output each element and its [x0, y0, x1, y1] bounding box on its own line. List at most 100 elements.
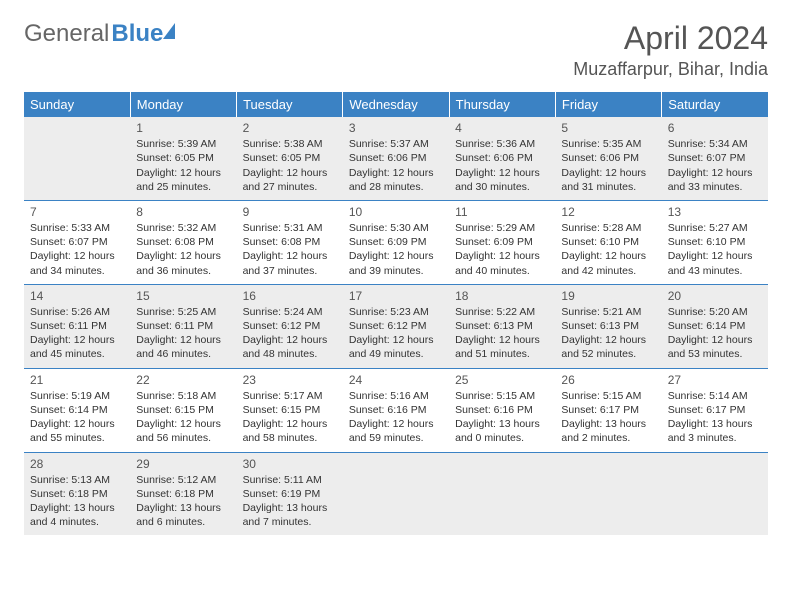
calendar-day-cell: 12Sunrise: 5:28 AMSunset: 6:10 PMDayligh…: [555, 200, 661, 284]
sunset-text: Sunset: 6:17 PM: [668, 403, 762, 417]
sunset-text: Sunset: 6:09 PM: [349, 235, 443, 249]
day-number: 5: [561, 120, 655, 136]
sunrise-text: Sunrise: 5:20 AM: [668, 305, 762, 319]
calendar-empty-cell: [555, 452, 661, 535]
sunrise-text: Sunrise: 5:23 AM: [349, 305, 443, 319]
sunrise-text: Sunrise: 5:35 AM: [561, 137, 655, 151]
day-number: 25: [455, 372, 549, 388]
sunrise-text: Sunrise: 5:31 AM: [243, 221, 337, 235]
sunset-text: Sunset: 6:06 PM: [349, 151, 443, 165]
day-number: 14: [30, 288, 124, 304]
daylight-text-2: and 56 minutes.: [136, 431, 230, 445]
calendar-empty-cell: [449, 452, 555, 535]
sunrise-text: Sunrise: 5:28 AM: [561, 221, 655, 235]
daylight-text-1: Daylight: 12 hours: [668, 249, 762, 263]
sunset-text: Sunset: 6:10 PM: [561, 235, 655, 249]
daylight-text-2: and 2 minutes.: [561, 431, 655, 445]
daylight-text-1: Daylight: 13 hours: [243, 501, 337, 515]
daylight-text-1: Daylight: 13 hours: [136, 501, 230, 515]
day-number: 12: [561, 204, 655, 220]
day-number: 22: [136, 372, 230, 388]
daylight-text-2: and 31 minutes.: [561, 180, 655, 194]
daylight-text-1: Daylight: 12 hours: [455, 333, 549, 347]
month-title: April 2024: [573, 20, 768, 57]
sunrise-text: Sunrise: 5:37 AM: [349, 137, 443, 151]
daylight-text-2: and 58 minutes.: [243, 431, 337, 445]
weekday-header: Saturday: [662, 92, 768, 117]
daylight-text-1: Daylight: 12 hours: [243, 166, 337, 180]
sunrise-text: Sunrise: 5:15 AM: [561, 389, 655, 403]
sunset-text: Sunset: 6:17 PM: [561, 403, 655, 417]
daylight-text-2: and 49 minutes.: [349, 347, 443, 361]
calendar-day-cell: 10Sunrise: 5:30 AMSunset: 6:09 PMDayligh…: [343, 200, 449, 284]
calendar-week-row: 28Sunrise: 5:13 AMSunset: 6:18 PMDayligh…: [24, 452, 768, 535]
calendar-day-cell: 28Sunrise: 5:13 AMSunset: 6:18 PMDayligh…: [24, 452, 130, 535]
weekday-row: SundayMondayTuesdayWednesdayThursdayFrid…: [24, 92, 768, 117]
day-number: 24: [349, 372, 443, 388]
daylight-text-1: Daylight: 12 hours: [561, 249, 655, 263]
sunrise-text: Sunrise: 5:21 AM: [561, 305, 655, 319]
daylight-text-2: and 30 minutes.: [455, 180, 549, 194]
sunrise-text: Sunrise: 5:30 AM: [349, 221, 443, 235]
calendar-table: SundayMondayTuesdayWednesdayThursdayFrid…: [24, 92, 768, 535]
daylight-text-1: Daylight: 12 hours: [349, 333, 443, 347]
logo-text-1: General: [24, 20, 109, 48]
sunset-text: Sunset: 6:06 PM: [455, 151, 549, 165]
day-number: 27: [668, 372, 762, 388]
calendar-day-cell: 15Sunrise: 5:25 AMSunset: 6:11 PMDayligh…: [130, 284, 236, 368]
sunset-text: Sunset: 6:09 PM: [455, 235, 549, 249]
weekday-header: Sunday: [24, 92, 130, 117]
calendar-day-cell: 23Sunrise: 5:17 AMSunset: 6:15 PMDayligh…: [237, 368, 343, 452]
daylight-text-1: Daylight: 12 hours: [349, 417, 443, 431]
daylight-text-2: and 7 minutes.: [243, 515, 337, 529]
daylight-text-1: Daylight: 13 hours: [668, 417, 762, 431]
calendar-day-cell: 20Sunrise: 5:20 AMSunset: 6:14 PMDayligh…: [662, 284, 768, 368]
daylight-text-2: and 4 minutes.: [30, 515, 124, 529]
calendar-day-cell: 8Sunrise: 5:32 AMSunset: 6:08 PMDaylight…: [130, 200, 236, 284]
daylight-text-1: Daylight: 12 hours: [136, 417, 230, 431]
weekday-header: Tuesday: [237, 92, 343, 117]
daylight-text-2: and 51 minutes.: [455, 347, 549, 361]
daylight-text-1: Daylight: 13 hours: [561, 417, 655, 431]
sunrise-text: Sunrise: 5:24 AM: [243, 305, 337, 319]
weekday-header: Monday: [130, 92, 236, 117]
calendar-day-cell: 24Sunrise: 5:16 AMSunset: 6:16 PMDayligh…: [343, 368, 449, 452]
sunset-text: Sunset: 6:18 PM: [30, 487, 124, 501]
sunrise-text: Sunrise: 5:11 AM: [243, 473, 337, 487]
daylight-text-2: and 34 minutes.: [30, 264, 124, 278]
daylight-text-1: Daylight: 12 hours: [561, 333, 655, 347]
day-number: 15: [136, 288, 230, 304]
day-number: 11: [455, 204, 549, 220]
daylight-text-2: and 53 minutes.: [668, 347, 762, 361]
calendar-day-cell: 30Sunrise: 5:11 AMSunset: 6:19 PMDayligh…: [237, 452, 343, 535]
sunset-text: Sunset: 6:13 PM: [455, 319, 549, 333]
daylight-text-2: and 3 minutes.: [668, 431, 762, 445]
sunset-text: Sunset: 6:16 PM: [349, 403, 443, 417]
calendar-day-cell: 17Sunrise: 5:23 AMSunset: 6:12 PMDayligh…: [343, 284, 449, 368]
daylight-text-2: and 48 minutes.: [243, 347, 337, 361]
sunset-text: Sunset: 6:06 PM: [561, 151, 655, 165]
sunrise-text: Sunrise: 5:12 AM: [136, 473, 230, 487]
daylight-text-2: and 42 minutes.: [561, 264, 655, 278]
sunset-text: Sunset: 6:15 PM: [136, 403, 230, 417]
sunset-text: Sunset: 6:11 PM: [30, 319, 124, 333]
calendar-empty-cell: [343, 452, 449, 535]
sunset-text: Sunset: 6:08 PM: [136, 235, 230, 249]
sunrise-text: Sunrise: 5:15 AM: [455, 389, 549, 403]
sunset-text: Sunset: 6:11 PM: [136, 319, 230, 333]
day-number: 18: [455, 288, 549, 304]
location-text: Muzaffarpur, Bihar, India: [573, 59, 768, 80]
calendar-day-cell: 7Sunrise: 5:33 AMSunset: 6:07 PMDaylight…: [24, 200, 130, 284]
daylight-text-1: Daylight: 12 hours: [455, 249, 549, 263]
day-number: 17: [349, 288, 443, 304]
calendar-day-cell: 1Sunrise: 5:39 AMSunset: 6:05 PMDaylight…: [130, 117, 236, 200]
daylight-text-2: and 59 minutes.: [349, 431, 443, 445]
calendar-day-cell: 19Sunrise: 5:21 AMSunset: 6:13 PMDayligh…: [555, 284, 661, 368]
daylight-text-2: and 36 minutes.: [136, 264, 230, 278]
calendar-day-cell: 16Sunrise: 5:24 AMSunset: 6:12 PMDayligh…: [237, 284, 343, 368]
daylight-text-1: Daylight: 13 hours: [455, 417, 549, 431]
calendar-day-cell: 9Sunrise: 5:31 AMSunset: 6:08 PMDaylight…: [237, 200, 343, 284]
day-number: 13: [668, 204, 762, 220]
sunset-text: Sunset: 6:14 PM: [30, 403, 124, 417]
calendar-day-cell: 18Sunrise: 5:22 AMSunset: 6:13 PMDayligh…: [449, 284, 555, 368]
